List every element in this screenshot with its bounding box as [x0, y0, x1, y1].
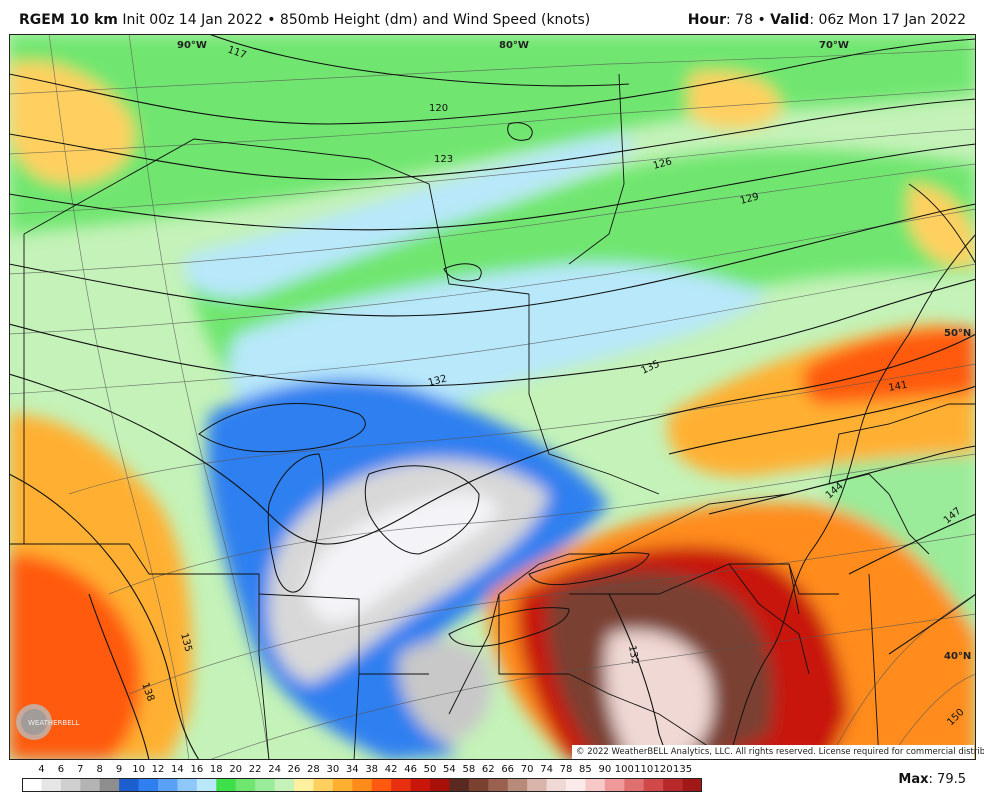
legend-value: 12: [152, 764, 165, 775]
legend-value: 26: [288, 764, 301, 775]
legend-swatch: [22, 778, 42, 792]
forecast-time: Hour: 78 • Valid: 06z Mon 17 Jan 2022: [688, 12, 966, 28]
title-bar: RGEM 10 km Init 00z 14 Jan 2022 • 850mb …: [19, 12, 590, 28]
legend-value: 16: [191, 764, 204, 775]
logo-text: WEATHERBELL: [28, 719, 80, 727]
contour-label-123: 123: [434, 154, 453, 165]
legend-value: 66: [501, 764, 514, 775]
legend-swatch: [372, 778, 392, 792]
contour-label-120: 120: [429, 103, 448, 114]
legend-swatch: [352, 778, 372, 792]
legend-labels: 4 6 7 8 9 10 12 14 16 18 20 22 24 26 28 30 34 38 42 46 50 54 5…: [22, 764, 702, 778]
valid-value: : 06z Mon 17 Jan 2022: [809, 12, 966, 28]
legend-swatch: [663, 778, 683, 792]
copyright-notice: © 2022 WeatherBELL Analytics, LLC. All r…: [572, 745, 974, 759]
legend-swatch: [119, 778, 139, 792]
legend-value: 70: [521, 764, 534, 775]
lon-label-80w: 80°W: [499, 40, 529, 51]
legend-value: 100: [615, 764, 634, 775]
legend-swatch: [430, 778, 450, 792]
legend-swatch: [391, 778, 411, 792]
legend-swatch: [449, 778, 469, 792]
hour-label: Hour: [688, 12, 726, 28]
max-label: Max: [898, 772, 928, 787]
legend-swatch: [275, 778, 295, 792]
valid-label: Valid: [770, 12, 809, 28]
legend-value: 58: [463, 764, 476, 775]
legend-swatch: [41, 778, 61, 792]
legend-swatch: [80, 778, 100, 792]
legend-swatch: [139, 778, 159, 792]
legend-swatch: [488, 778, 508, 792]
init-time: Init 00z 14 Jan 2022: [122, 12, 262, 28]
legend-value: 30: [327, 764, 340, 775]
legend-swatch: [547, 778, 567, 792]
legend-value: 28: [307, 764, 320, 775]
legend-swatch: [411, 778, 431, 792]
legend-swatch: [177, 778, 197, 792]
legend-value: 10: [132, 764, 145, 775]
legend-value: 54: [443, 764, 456, 775]
lon-label-90w: 90°W: [177, 40, 207, 51]
lon-label-70w: 70°W: [819, 40, 849, 51]
max-value-readout: Max: 79.5: [898, 772, 966, 787]
lat-label-40n: 40°N: [944, 651, 971, 662]
legend-value: 78: [560, 764, 573, 775]
legend-value: 34: [346, 764, 359, 775]
legend-value: 74: [540, 764, 553, 775]
color-legend: [22, 778, 702, 792]
legend-swatch: [683, 778, 702, 792]
legend-swatch: [605, 778, 625, 792]
legend-value: 4: [38, 764, 44, 775]
legend-swatch: [61, 778, 81, 792]
legend-swatch: [255, 778, 275, 792]
weatherbell-logo: WEATHERBELL: [14, 702, 94, 742]
legend-value: 8: [97, 764, 103, 775]
product-name: 850mb Height (dm) and Wind Speed (knots): [280, 12, 590, 28]
header: RGEM 10 km Init 00z 14 Jan 2022 • 850mb …: [0, 0, 984, 34]
legend-swatch: [566, 778, 586, 792]
legend-value: 46: [404, 764, 417, 775]
legend-swatch: [333, 778, 353, 792]
legend-value: 90: [599, 764, 612, 775]
legend-value: 6: [58, 764, 64, 775]
legend-swatch: [469, 778, 489, 792]
model-name: RGEM 10 km: [19, 12, 118, 28]
title-separator: •: [267, 12, 275, 28]
legend-value: 50: [424, 764, 437, 775]
legend-value: 7: [77, 764, 83, 775]
legend-swatch: [236, 778, 256, 792]
legend-value: 85: [579, 764, 592, 775]
legend-value: 38: [365, 764, 378, 775]
legend-swatch: [216, 778, 236, 792]
legend-value: 110: [634, 764, 653, 775]
legend-swatch: [100, 778, 120, 792]
legend-swatch: [527, 778, 547, 792]
lat-label-50n: 50°N: [944, 328, 971, 339]
legend-value: 18: [210, 764, 223, 775]
legend-swatch: [624, 778, 644, 792]
legend-swatch: [313, 778, 333, 792]
legend-swatch: [644, 778, 664, 792]
legend-value: 135: [673, 764, 692, 775]
title-separator-2: •: [757, 12, 765, 28]
legend-value: 120: [654, 764, 673, 775]
legend-swatch: [294, 778, 314, 792]
legend-swatch: [158, 778, 178, 792]
legend-value: 14: [171, 764, 184, 775]
legend-value: 22: [249, 764, 262, 775]
legend-value: 62: [482, 764, 495, 775]
legend-value: 20: [229, 764, 242, 775]
legend-value: 24: [268, 764, 281, 775]
legend-swatch: [197, 778, 217, 792]
legend-swatch: [508, 778, 528, 792]
legend-value: 9: [116, 764, 122, 775]
legend-swatch: [585, 778, 605, 792]
max-value: : 79.5: [929, 772, 966, 787]
hour-value: : 78: [726, 12, 753, 28]
weather-map: 90°W 80°W 70°W 50°N 40°N 117 120 123 126…: [9, 34, 976, 760]
legend-value: 42: [385, 764, 398, 775]
